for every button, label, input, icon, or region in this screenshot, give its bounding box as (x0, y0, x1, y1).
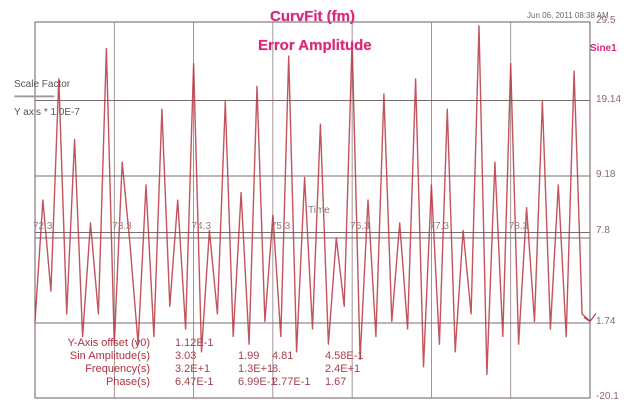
y-tick-label: 1.74 (596, 315, 616, 327)
parameter-label: Y-Axis offset (y0) (67, 337, 150, 349)
y-tick-label: 9.18 (596, 169, 616, 181)
timestamp: Jun 06, 2011 08:38 AM (527, 11, 609, 20)
x-tick-label: 77.3 (429, 221, 449, 232)
parameter-value: 3.03 (175, 350, 197, 362)
series-end-marker (583, 313, 597, 323)
parameter-value: 1.67 (325, 376, 347, 388)
scale-factor-label: Scale Factor (14, 79, 71, 90)
scale-factor-value: Y axis * 1.0E-7 (14, 107, 80, 118)
parameter-label: Sin Amplitude(s) (69, 350, 150, 362)
parameter-value: 1.12E-1 (175, 337, 214, 349)
parameter-value: 4.81 (272, 350, 294, 362)
chart-title: CurvFit (fm) (270, 8, 355, 25)
y-tick-label: 19.14 (596, 93, 622, 105)
parameter-value: 2.77E-1 (272, 376, 311, 388)
x-tick-label: 75.3 (270, 221, 291, 232)
series-line (34, 25, 591, 376)
x-tick-label: 72.3 (33, 221, 53, 232)
parameter-label: Phase(s) (105, 376, 150, 388)
x-tick-label: 74.3 (191, 221, 212, 232)
x-tick-label: 76.3 (350, 221, 370, 232)
y-tick-label: -20.1 (596, 391, 619, 402)
parameter-value: 1.3E+1 (238, 363, 274, 375)
series-end-check (583, 313, 597, 323)
scale-factor-dots: •••••••••••••••••••••• (14, 92, 55, 101)
y-tick-label: 29.5 (596, 15, 616, 26)
series-legend-label: Sine1 (590, 43, 617, 54)
parameter-value: 3.2E+1 (175, 363, 211, 375)
parameter-value: 4.58E-1 (325, 350, 364, 362)
parameter-value: 6.99E-1 (238, 376, 277, 388)
chart-subtitle: Error Amplitude (258, 37, 372, 54)
series-layer (34, 25, 591, 376)
parameter-label: Frequency(s) (85, 363, 150, 375)
parameter-value: 6.47E-1 (175, 376, 214, 388)
y-tick-label: 7.8 (596, 225, 610, 237)
parameter-value: 2.4E+1 (325, 363, 361, 375)
plot-frame (34, 21, 591, 399)
parameter-value: 8. (272, 363, 282, 375)
x-tick-label: 78.3 (508, 221, 529, 232)
x-tick-label: 73.3 (112, 221, 132, 232)
time-axis-annotation: Time (308, 205, 330, 216)
parameter-value: 1.99 (238, 350, 260, 362)
